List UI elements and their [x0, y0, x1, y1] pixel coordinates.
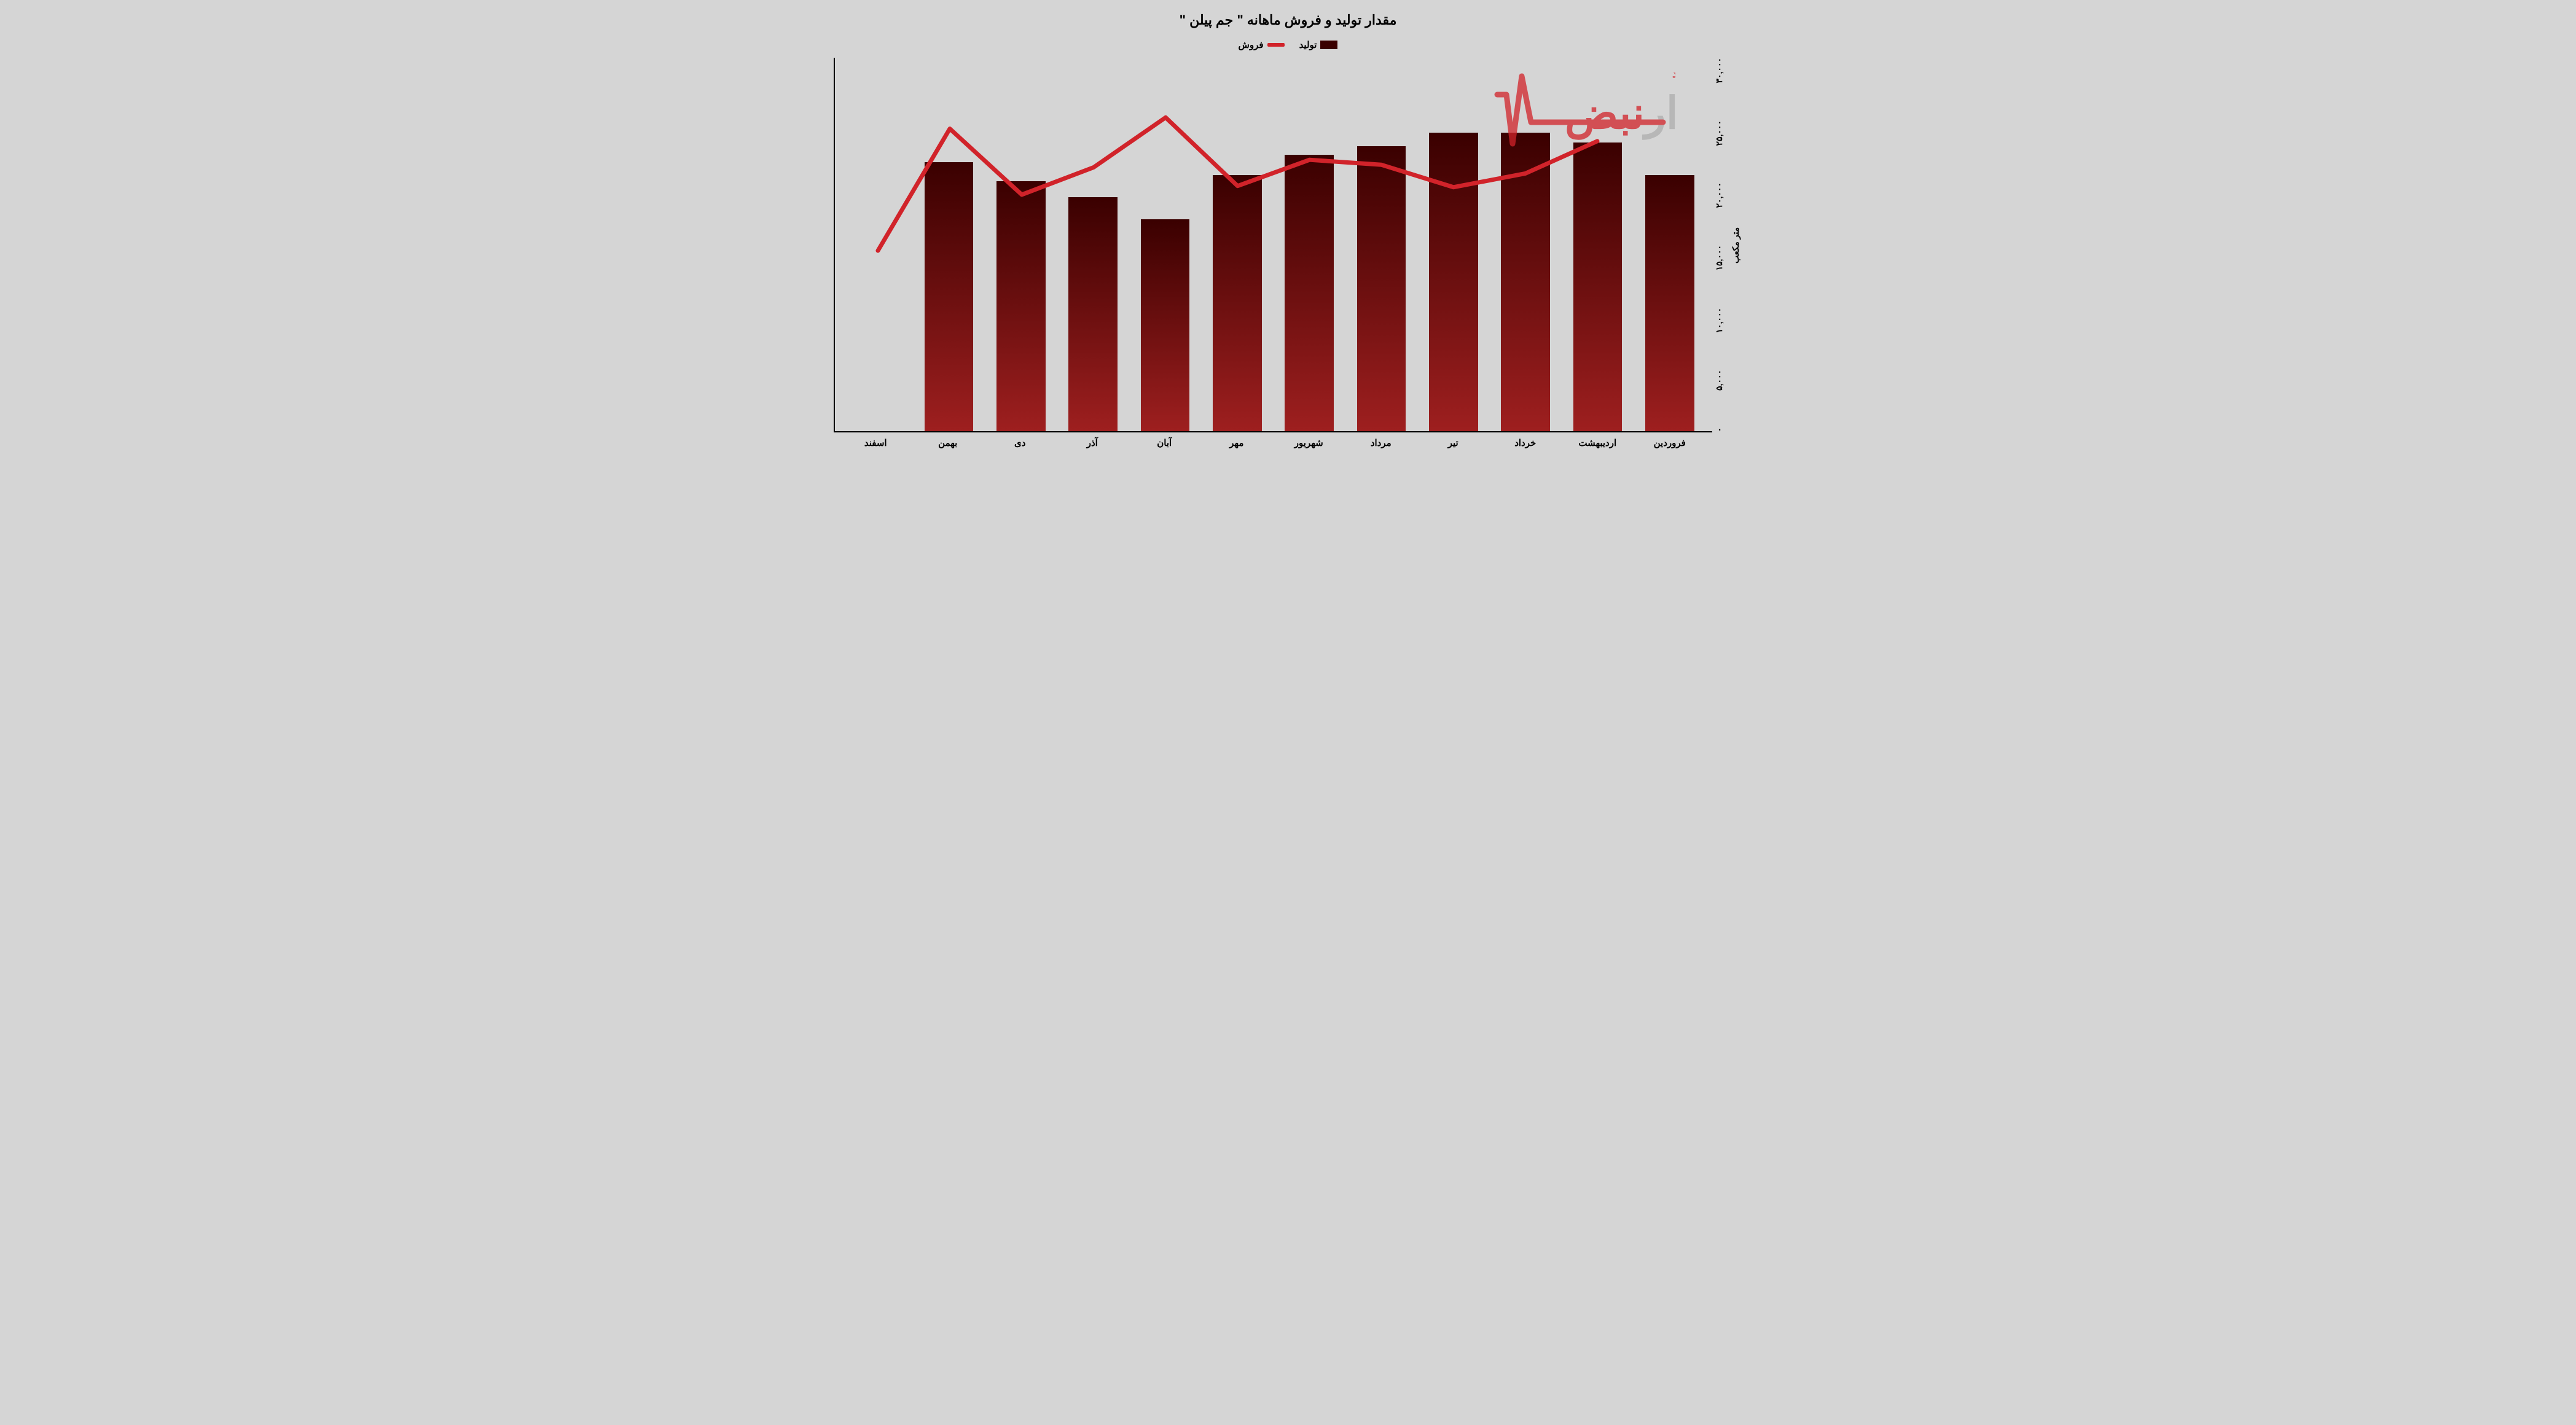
xtick-label: فروردین: [1634, 437, 1706, 448]
ytick-label: ۳۰,۰۰۰: [1715, 58, 1723, 84]
bar-slot: [913, 58, 985, 431]
bars-layer: [835, 58, 1712, 431]
bar: [1285, 155, 1334, 431]
bar-slot: [1562, 58, 1634, 431]
xtick-label: مرداد: [1345, 437, 1417, 448]
xtick-label: اسفند: [840, 437, 912, 448]
xtick-label: تیر: [1417, 437, 1490, 448]
bar: [1501, 133, 1550, 431]
bar-slot: [1490, 58, 1562, 431]
xtick-label: خرداد: [1489, 437, 1562, 448]
bar: [925, 162, 974, 431]
xaxis-labels: فروردیناردیبهشتخردادتیرمردادشهریورمهرآبا…: [834, 432, 1712, 448]
bar: [1645, 175, 1694, 431]
ytick-label: ۲۵,۰۰۰: [1715, 120, 1723, 146]
bar: [1068, 197, 1118, 431]
bar: [1429, 133, 1478, 431]
ytick-label: ۰: [1715, 428, 1723, 432]
bar: [1357, 146, 1406, 431]
yaxis-labels: ۳۰,۰۰۰ ۲۵,۰۰۰ ۲۰,۰۰۰ ۱۵,۰۰۰ ۱۰,۰۰۰ ۵,۰۰۰ ۰: [1712, 58, 1728, 432]
bar-slot: [1274, 58, 1345, 431]
bar-slot: [1129, 58, 1201, 431]
ytick-label: ۲۰,۰۰۰: [1715, 182, 1723, 208]
legend-item-bar: تولید: [1299, 39, 1338, 50]
bar-slot: [1634, 58, 1705, 431]
xtick-label: دی: [984, 437, 1057, 448]
legend-item-line: فروش: [1239, 39, 1285, 50]
xtick-label: آبان: [1129, 437, 1201, 448]
xtick-label: شهریور: [1273, 437, 1345, 448]
chart-title: مقدار تولید و فروش ماهانه " جم پیلن ": [834, 12, 1743, 28]
xtick-label: مهر: [1200, 437, 1273, 448]
bar-slot: [985, 58, 1057, 431]
ytick-label: ۱۵,۰۰۰: [1715, 245, 1723, 271]
bar: [1141, 219, 1190, 431]
plot-row: متر مکعب ۳۰,۰۰۰ ۲۵,۰۰۰ ۲۰,۰۰۰ ۱۵,۰۰۰ ۱۰,۰۰۰ ۵…: [834, 58, 1743, 432]
xtick-label: آذر: [1056, 437, 1129, 448]
xaxis-spacer: [1712, 432, 1743, 448]
xtick-label: بهمن: [912, 437, 984, 448]
bar: [1213, 175, 1262, 431]
ytick-label: ۵,۰۰۰: [1715, 370, 1723, 391]
bar-slot: [1201, 58, 1273, 431]
legend-label-bar: تولید: [1299, 39, 1317, 50]
ytick-label: ۱۰,۰۰۰: [1715, 308, 1723, 334]
legend-label-line: فروش: [1239, 39, 1264, 50]
yaxis-title: متر مکعب: [1728, 58, 1743, 432]
bar-slot: [1345, 58, 1417, 431]
chart-container: مقدار تولید و فروش ماهانه " جم پیلن " تو…: [834, 12, 1743, 448]
legend-swatch-line: [1267, 43, 1285, 47]
xaxis-row: فروردیناردیبهشتخردادتیرمردادشهریورمهرآبا…: [834, 432, 1743, 448]
plot-area: چگونه می‌زند بازار نبض: [834, 58, 1712, 432]
bar-slot: [1417, 58, 1489, 431]
legend-swatch-bar: [1320, 41, 1337, 49]
bar-slot: [841, 58, 913, 431]
legend: تولید فروش: [834, 39, 1743, 50]
bar-slot: [1057, 58, 1129, 431]
bar: [996, 181, 1046, 431]
bar: [1573, 142, 1623, 431]
xtick-label: اردیبهشت: [1562, 437, 1634, 448]
